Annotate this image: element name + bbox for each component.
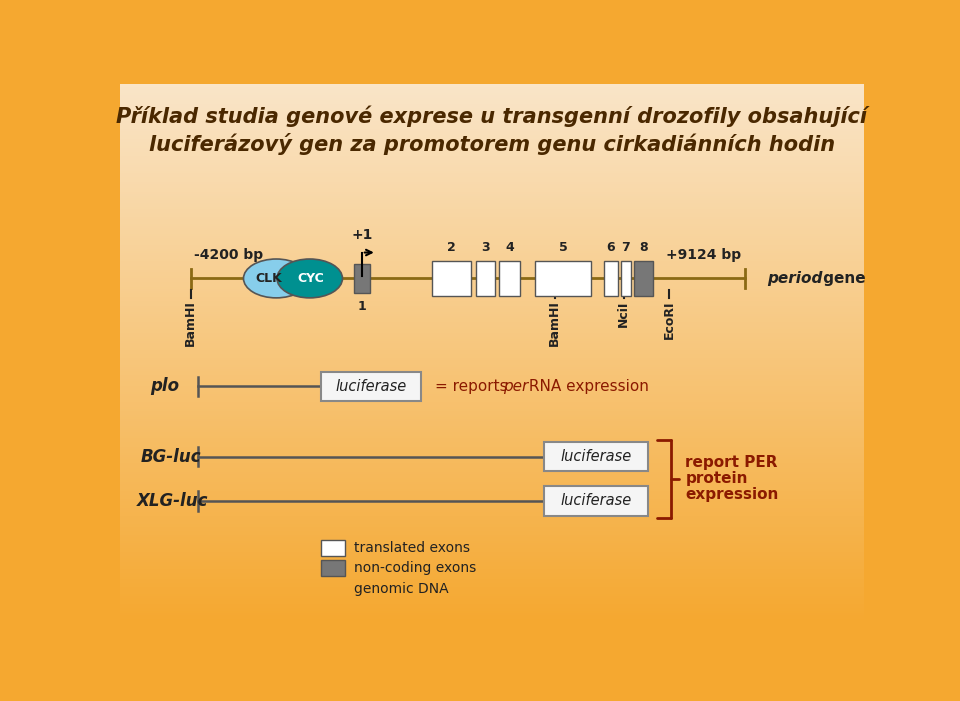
Text: luciferase: luciferase [335, 379, 407, 394]
Text: +9124 bp: +9124 bp [666, 248, 741, 262]
Text: NciI: NciI [617, 300, 630, 327]
Text: protein: protein [685, 471, 748, 486]
Bar [321, 540, 346, 556]
Bar [544, 486, 648, 516]
Text: 8: 8 [639, 241, 648, 254]
Ellipse shape [244, 259, 309, 298]
Text: luciferase: luciferase [561, 494, 632, 508]
Bar [544, 442, 648, 471]
Text: CLK: CLK [255, 272, 282, 285]
Text: = reports: = reports [435, 379, 513, 394]
Bar [432, 261, 471, 296]
Text: 6: 6 [607, 241, 615, 254]
Text: BG-luc: BG-luc [141, 447, 202, 465]
Bar [321, 372, 421, 401]
Text: per: per [503, 379, 528, 394]
Text: 5: 5 [559, 241, 567, 254]
Text: RNA expression: RNA expression [524, 379, 649, 394]
Bar [321, 560, 346, 576]
Text: gene: gene [818, 271, 866, 286]
Text: +1: +1 [351, 228, 372, 242]
Text: CYC: CYC [298, 272, 324, 285]
Text: report PER: report PER [685, 455, 778, 470]
Bar [475, 261, 495, 296]
Text: non-coding exons: non-coding exons [354, 562, 476, 576]
Text: XLG-luc: XLG-luc [136, 492, 208, 510]
Text: luciferase: luciferase [561, 449, 632, 464]
Text: expression: expression [685, 487, 779, 503]
Text: -4200 bp: -4200 bp [194, 248, 264, 262]
Bar [635, 261, 653, 296]
Bar [499, 261, 520, 296]
Text: BamHI: BamHI [184, 300, 197, 346]
Text: 4: 4 [506, 241, 515, 254]
Ellipse shape [277, 259, 343, 298]
Bar [605, 261, 617, 296]
Text: period: period [767, 271, 823, 286]
Text: 2: 2 [447, 241, 456, 254]
Text: genomic DNA: genomic DNA [354, 582, 449, 596]
Text: 1: 1 [357, 300, 366, 313]
Text: EcoRI: EcoRI [662, 300, 676, 339]
Text: plo: plo [150, 377, 179, 395]
Text: BamHI: BamHI [548, 300, 562, 346]
Text: Příklad studia genové exprese u transgenní drozofily obsahující: Příklad studia genové exprese u transgen… [116, 106, 868, 127]
Text: translated exons: translated exons [354, 540, 470, 554]
Text: 7: 7 [621, 241, 631, 254]
Text: 3: 3 [481, 241, 490, 254]
Text: luciferázový gen za promotorem genu cirkadiánních hodin: luciferázový gen za promotorem genu cirk… [149, 132, 835, 155]
Bar [353, 264, 370, 293]
Bar [535, 261, 591, 296]
Bar [621, 261, 631, 296]
